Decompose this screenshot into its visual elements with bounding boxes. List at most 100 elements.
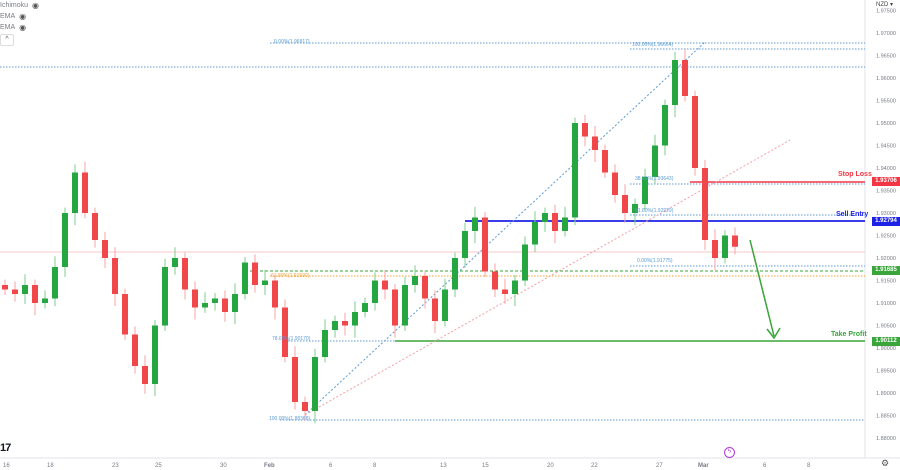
legend-ichimoku[interactable]: Ichimoku ◉: [0, 0, 39, 11]
price-tick-label: 1.92000: [876, 256, 896, 262]
candle-body: [542, 213, 548, 222]
legend-label: EMA: [0, 13, 16, 20]
candle-body: [562, 217, 568, 231]
candle-body: [532, 222, 538, 245]
candle-body: [722, 235, 728, 258]
price-tick-label: 1.90000: [876, 346, 896, 352]
time-tick-label: 22: [591, 463, 598, 469]
candle-body: [602, 150, 608, 173]
time-tick-label: 23: [112, 463, 119, 469]
candle-body: [192, 289, 198, 308]
candle-body: [362, 303, 368, 312]
time-tick-label: Mar: [698, 463, 709, 469]
eye-icon[interactable]: ◉: [19, 23, 27, 32]
candle-body: [632, 204, 638, 213]
stop-loss-label: Stop Loss: [838, 171, 872, 178]
gear-icon[interactable]: ⚙: [881, 458, 890, 468]
candle-body: [472, 217, 478, 231]
candle-body: [662, 105, 668, 146]
price-tick-label: 1.97000: [876, 31, 896, 37]
fib-label: 61.80%(1.92929): [635, 208, 674, 214]
support-price-tag: 1.91685: [872, 266, 900, 275]
candle-body: [572, 123, 578, 218]
candle-body: [462, 231, 468, 258]
time-tick-label: 6: [763, 463, 767, 469]
candle-body: [142, 366, 148, 384]
candle-body: [452, 258, 458, 290]
candle-body: [202, 303, 208, 308]
legend-label: Ichimoku: [0, 2, 29, 9]
candle-body: [152, 325, 158, 384]
legend-ema-1[interactable]: EMA ◉: [0, 11, 39, 22]
candle-body: [352, 312, 358, 326]
candle-body: [182, 258, 188, 290]
price-tick-label: 1.88000: [876, 436, 896, 442]
legend-ema-2[interactable]: EMA ◉: [0, 22, 39, 33]
candle-body: [372, 280, 378, 303]
price-tick-label: 1.94500: [876, 144, 896, 150]
candle-body: [502, 289, 508, 294]
projection-arrow: [749, 239, 775, 337]
candle-body: [252, 262, 258, 285]
price-tick-label: 1.93500: [876, 189, 896, 195]
price-tick-label: 1.91000: [876, 301, 896, 307]
time-tick-label: 13: [440, 463, 447, 469]
candle-body: [272, 280, 278, 308]
time-tick-label: 30: [220, 463, 227, 469]
candle-body: [222, 298, 228, 312]
candle-body: [92, 213, 98, 240]
candle-body: [592, 136, 598, 150]
candle-body: [612, 172, 618, 195]
candle-body: [2, 285, 8, 290]
fib-label: 38.20%(1.93643): [635, 176, 674, 182]
candle-body: [52, 267, 58, 299]
candle-body: [82, 172, 88, 213]
fib-trendline: [304, 41, 706, 416]
eye-icon[interactable]: ◉: [32, 1, 39, 10]
chevron-up-icon[interactable]: ^: [0, 34, 14, 46]
time-tick-label: 25: [155, 463, 162, 469]
candle-body: [72, 172, 78, 213]
candle-body: [482, 217, 488, 272]
price-tick-label: 1.97500: [876, 9, 896, 15]
price-tick-label: 1.96500: [876, 54, 896, 60]
fib-label: 78.60%(1.90170): [272, 336, 311, 342]
time-tick-label: 8: [373, 463, 377, 469]
candle-body: [292, 357, 298, 402]
take-profit-label: Take Profit: [831, 331, 867, 338]
candle-body: [412, 276, 418, 285]
eye-icon[interactable]: ◉: [19, 12, 27, 21]
time-tick-label: 27: [656, 463, 663, 469]
candle-body: [42, 298, 48, 303]
candle-body: [62, 213, 68, 267]
price-tick-label: 1.90500: [876, 324, 896, 330]
candle-body: [672, 60, 678, 105]
time-tick-label: Feb: [264, 463, 275, 469]
price-tick-label: 1.89500: [876, 369, 896, 375]
sell-entry-price-tag: 1.92794: [872, 217, 900, 226]
candle-body: [262, 280, 268, 285]
lightning-icon[interactable]: ϟ: [724, 447, 735, 458]
candle-body: [522, 244, 528, 281]
price-tick-label: 1.91500: [876, 279, 896, 285]
price-tick-label: 1.93000: [876, 211, 896, 217]
take-profit-price-tag: 1.90112: [872, 337, 900, 346]
fib-label: 100.00%(1.96664): [632, 42, 674, 48]
candle-body: [652, 145, 658, 177]
currency-selector[interactable]: NZD ▾: [876, 2, 894, 8]
price-tick-label: 1.95500: [876, 99, 896, 105]
candle-body: [442, 289, 448, 321]
candle-body: [732, 235, 738, 247]
candle-body: [692, 96, 698, 168]
fib-label: 100.00%(1.88368): [269, 416, 311, 422]
fib-label: 0.00%(1.91775): [637, 258, 673, 264]
arrow-head-icon: [766, 327, 781, 340]
fib-label: 0.00%(1.96817): [274, 39, 310, 45]
stop-loss-price-tag: 1.93706: [872, 177, 900, 186]
candle-body: [392, 289, 398, 326]
candle-body: [122, 294, 128, 335]
time-tick-label: 15: [482, 463, 489, 469]
candle-body: [22, 285, 28, 294]
candle-body: [12, 289, 18, 294]
